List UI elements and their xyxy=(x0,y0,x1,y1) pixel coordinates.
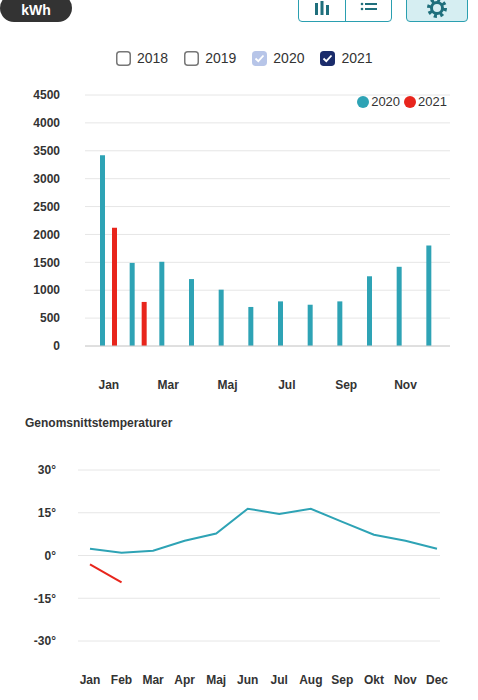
svg-text:Mar: Mar xyxy=(142,673,164,687)
svg-text:Maj: Maj xyxy=(217,378,237,392)
svg-text:3000: 3000 xyxy=(33,172,60,186)
html-text:kWh: kWh xyxy=(21,2,51,18)
svg-text:-15°: -15° xyxy=(34,592,56,606)
svg-text:2000: 2000 xyxy=(33,228,60,242)
svg-text:Sep: Sep xyxy=(335,378,357,392)
svg-text:3500: 3500 xyxy=(33,144,60,158)
svg-text:Okt: Okt xyxy=(364,673,384,687)
svg-text:0°: 0° xyxy=(45,549,57,563)
svg-text:Aug: Aug xyxy=(299,673,322,687)
svg-text:Feb: Feb xyxy=(111,673,132,687)
svg-text:Jul: Jul xyxy=(271,673,288,687)
svg-text:Mar: Mar xyxy=(157,378,179,392)
svg-text:Jul: Jul xyxy=(278,378,295,392)
html-text:2019: 2019 xyxy=(205,50,237,66)
svg-text:1500: 1500 xyxy=(33,256,60,270)
html-text:2021: 2021 xyxy=(341,50,373,66)
html-text:2018: 2018 xyxy=(137,50,169,66)
svg-text:4000: 4000 xyxy=(33,116,60,130)
svg-text:15°: 15° xyxy=(38,506,56,520)
html-text:2020: 2020 xyxy=(371,94,401,109)
svg-text:-30°: -30° xyxy=(34,634,56,648)
svg-text:30°: 30° xyxy=(38,463,56,477)
svg-text:Dec: Dec xyxy=(426,673,448,687)
svg-text:Jun: Jun xyxy=(237,673,258,687)
svg-text:Jan: Jan xyxy=(98,378,119,392)
svg-text:Jan: Jan xyxy=(80,673,101,687)
svg-text:0: 0 xyxy=(53,339,60,353)
svg-text:500: 500 xyxy=(40,311,60,325)
svg-text:4500: 4500 xyxy=(33,88,60,102)
svg-text:Nov: Nov xyxy=(394,673,417,687)
html-text:2020: 2020 xyxy=(273,50,305,66)
svg-text:Maj: Maj xyxy=(206,673,226,687)
html-text:Genomsnittstemperaturer: Genomsnittstemperaturer xyxy=(25,416,173,430)
svg-text:Nov: Nov xyxy=(394,378,417,392)
svg-text:Sep: Sep xyxy=(331,673,353,687)
svg-text:2500: 2500 xyxy=(33,200,60,214)
svg-text:1000: 1000 xyxy=(33,283,60,297)
html-text:2021: 2021 xyxy=(418,94,447,109)
svg-text:Apr: Apr xyxy=(174,673,195,687)
